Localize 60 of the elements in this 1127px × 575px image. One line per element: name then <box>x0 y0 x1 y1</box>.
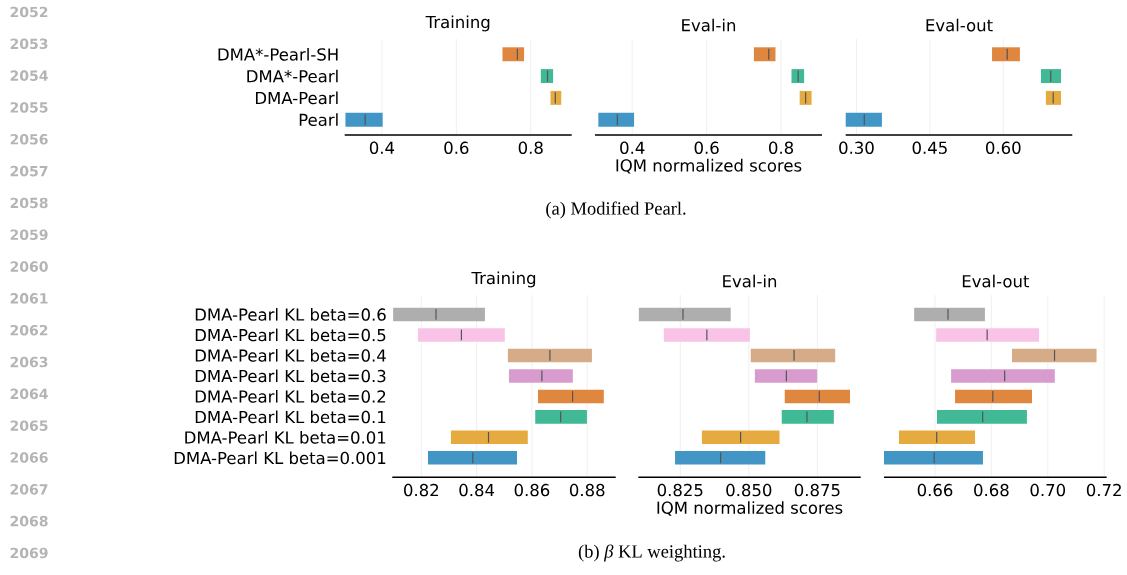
text: 2065 <box>10 420 48 431</box>
chart-title: Training <box>425 15 490 32</box>
x-axis-title: IQM normalized scores <box>657 501 843 516</box>
text: (b) β KL weighting. <box>578 544 725 562</box>
x-tick-label: 0.6 <box>444 141 469 155</box>
x-tick-label: 0.850 <box>726 483 772 497</box>
y-tick-label: DMA-Pearl KL beta=0.01 <box>185 430 386 444</box>
text: 2069 <box>10 547 48 559</box>
x-tick-label: 0.6 <box>694 141 719 155</box>
text: 2055 <box>10 102 48 113</box>
text: (a) Modified Pearl. <box>546 201 686 219</box>
x-tick-label: 0.72 <box>1086 483 1121 497</box>
text: 2056 <box>10 133 48 145</box>
text: 2052 <box>10 6 48 18</box>
y-tick-label: Pearl <box>299 113 338 127</box>
x-tick-label: 0.825 <box>657 483 703 497</box>
x-tick-label: 0.4 <box>620 141 645 155</box>
text: 2059 <box>10 229 48 241</box>
text: 2053 <box>10 38 48 50</box>
text: 2068 <box>10 515 48 527</box>
text: 2061 <box>10 293 48 304</box>
x-tick-label: 0.82 <box>404 483 439 497</box>
chart-title: Eval-out <box>926 18 993 32</box>
x-tick-label: 0.8 <box>769 141 794 155</box>
text: 2064 <box>10 388 48 400</box>
y-tick-label: DMA-Pearl KL beta=0.4 <box>195 349 386 362</box>
text: 2066 <box>10 452 48 463</box>
y-tick-label: DMA-Pearl KL beta=0.6 <box>195 308 386 321</box>
x-tick-label: 0.875 <box>794 483 840 497</box>
x-tick-label: 0.68 <box>974 483 1009 497</box>
text: 2060 <box>10 261 48 272</box>
y-tick-label: DMA-Pearl <box>255 91 338 105</box>
text: 2058 <box>10 197 48 209</box>
x-axis-title: IQM normalized scores <box>616 158 802 174</box>
y-tick-label: DMA-Pearl KL beta=0.001 <box>174 451 386 465</box>
chart-title: Eval-out <box>962 274 1030 288</box>
text: 2054 <box>10 70 48 81</box>
text: 2057 <box>10 165 48 177</box>
text: 2067 <box>10 484 48 495</box>
y-tick-label: DMA-Pearl KL beta=0.1 <box>195 410 386 424</box>
x-tick-label: 0.30 <box>839 141 874 155</box>
x-tick-label: 0.45 <box>912 141 947 155</box>
x-tick-label: 0.66 <box>917 483 953 497</box>
y-tick-label: DMA-Pearl KL beta=0.2 <box>195 390 386 403</box>
chart-title: Eval-in <box>723 274 777 288</box>
y-tick-label: DMA-Pearl KL beta=0.5 <box>195 328 386 342</box>
x-tick-label: 0.70 <box>1030 483 1066 497</box>
y-tick-label: DMA*-Pearl-SH <box>218 47 338 61</box>
text: 2063 <box>10 356 48 368</box>
text: 2062 <box>10 324 48 336</box>
x-tick-label: 0.88 <box>569 483 605 497</box>
x-tick-label: 0.4 <box>369 141 395 155</box>
chart-title: Eval-in <box>682 18 736 32</box>
x-tick-label: 0.8 <box>518 141 543 155</box>
x-tick-label: 0.86 <box>514 483 550 497</box>
y-tick-label: DMA-Pearl KL beta=0.3 <box>195 369 386 383</box>
y-tick-label: DMA*-Pearl <box>247 69 338 83</box>
x-tick-label: 0.84 <box>459 483 495 497</box>
chart-title: Training <box>471 271 536 288</box>
x-tick-label: 0.60 <box>986 141 1021 155</box>
